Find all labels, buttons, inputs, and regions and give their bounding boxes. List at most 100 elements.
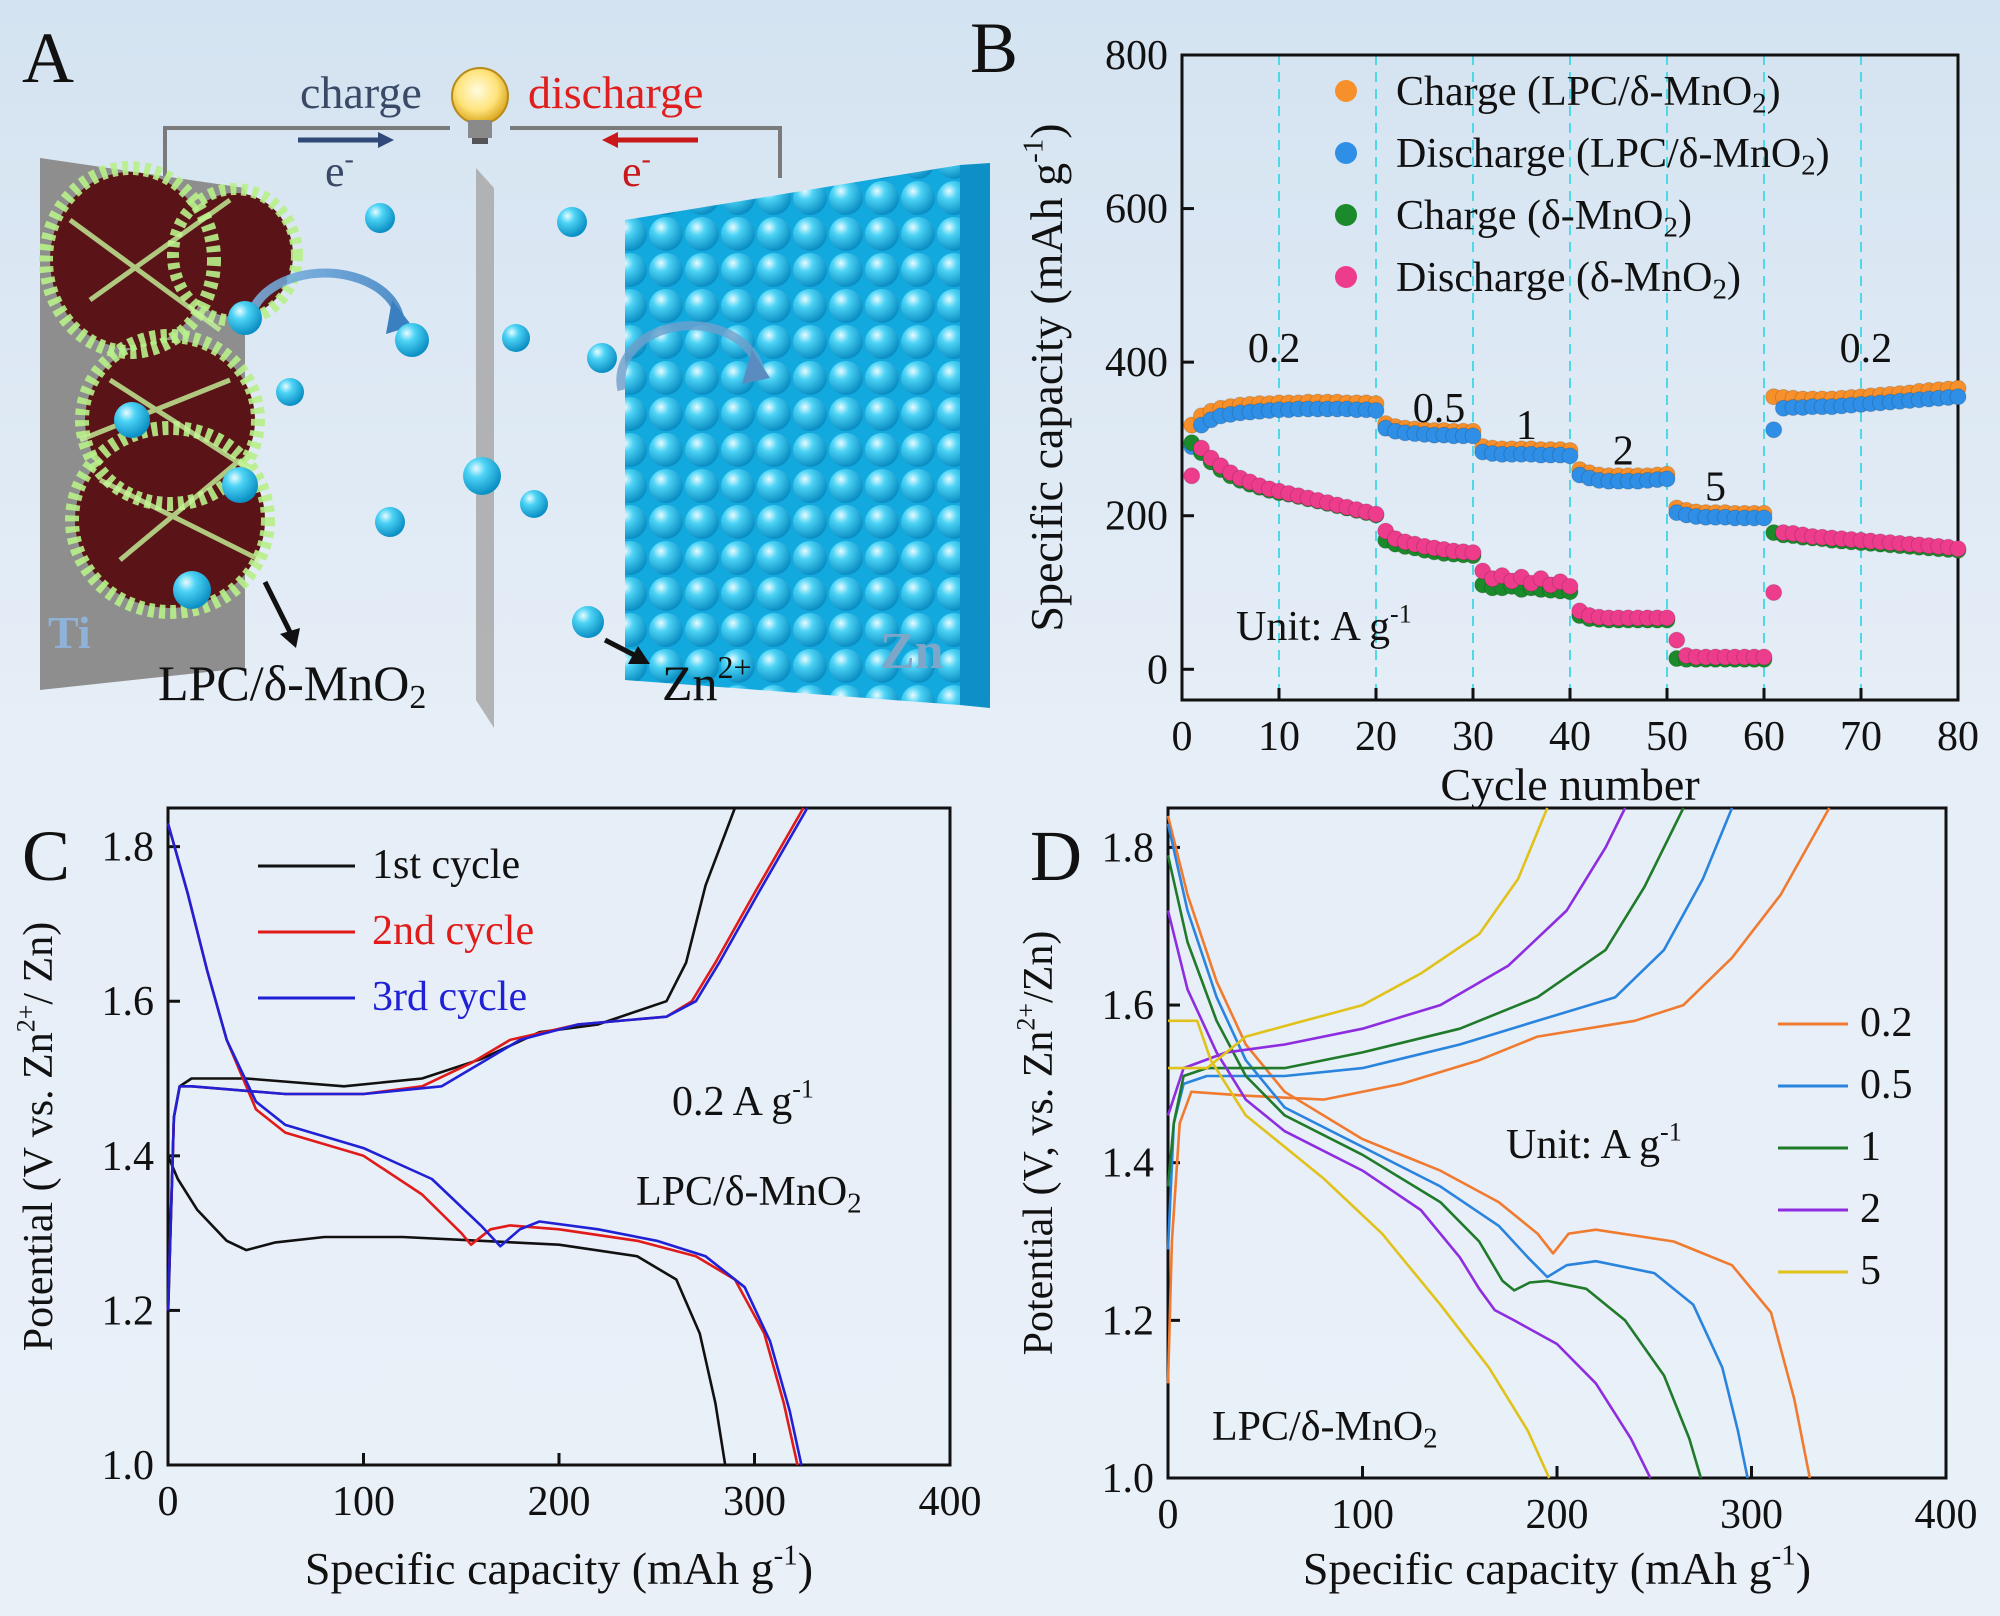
chart-c-x-tick-label: 0 xyxy=(158,1479,179,1525)
chart-b-y-axis-label: Specific capacity (mAh g-1) xyxy=(1018,123,1072,631)
chart-b-data-point xyxy=(1949,388,1967,406)
chart-b-data-point xyxy=(1561,577,1579,595)
panel-a-schematic: A charge discharge e- e- xyxy=(22,18,990,728)
chart-b-legend-marker xyxy=(1335,142,1357,164)
chart-d-y-tick-label: 1.4 xyxy=(1102,1141,1155,1187)
chart-d-series-charge-line xyxy=(1166,807,1627,1116)
chart-b-data-point xyxy=(1765,584,1783,601)
chart-b-legend-marker xyxy=(1335,266,1357,288)
chart-b-legend-entry: Charge (δ-MnO2) xyxy=(1396,193,1692,244)
chart-c-series-discharge-line xyxy=(166,823,803,1466)
chart-b-unit-note: Unit: A g-1 xyxy=(1236,599,1412,650)
chart-b-rate-label: 0.5 xyxy=(1413,386,1466,432)
chart-b-y-tick-label: 800 xyxy=(1105,33,1168,79)
ion-label: Zn2+ xyxy=(662,649,752,711)
discharge-label: discharge xyxy=(528,67,703,118)
panel-label-a: A xyxy=(22,18,74,98)
chart-b-data-point xyxy=(1755,509,1773,527)
zn-ions xyxy=(114,203,617,638)
chart-b-legend-marker xyxy=(1335,204,1357,226)
chart-b-x-tick-label: 70 xyxy=(1840,714,1882,760)
chart-b-data-point xyxy=(1658,609,1676,627)
chart-d-series-discharge-line xyxy=(1166,910,1652,1479)
chart-d-series-charge-line xyxy=(1166,807,1685,1187)
chart-d-y-tick-label: 1.6 xyxy=(1102,983,1155,1029)
light-bulb-icon xyxy=(451,67,509,144)
panel-label-b: B xyxy=(970,8,1018,88)
ion-pointer-head xyxy=(628,646,650,664)
electron-label-left: e- xyxy=(325,144,354,196)
chart-b-data-point xyxy=(1755,648,1773,666)
chart-d-series-charge-line xyxy=(1166,807,1831,1384)
chart-c-annotation-rate: 0.2 A g-1 xyxy=(672,1074,814,1125)
chart-c-y-tick-label: 1.2 xyxy=(102,1288,155,1334)
chart-d-legend-entry: 0.5 xyxy=(1860,1062,1913,1108)
chart-c-annotation-material: LPC/δ-MnO2 xyxy=(636,1169,862,1220)
panel-label-c: C xyxy=(22,816,70,896)
chart-d-unit-note: Unit: A g-1 xyxy=(1506,1117,1682,1168)
charge-arrow-head xyxy=(378,132,394,148)
anode-cycle-arrow xyxy=(616,321,765,392)
chart-d-x-tick-label: 300 xyxy=(1720,1492,1783,1538)
chart-d-y-tick-label: 1.2 xyxy=(1102,1298,1155,1344)
chart-b-y-tick-label: 400 xyxy=(1105,340,1168,386)
zn-label: Zn xyxy=(880,623,944,680)
chart-b-x-tick-label: 80 xyxy=(1937,714,1979,760)
chart-d-x-tick-label: 100 xyxy=(1331,1492,1394,1538)
chart-b-rate-label: 2 xyxy=(1613,428,1634,474)
chart-d-series-discharge-line xyxy=(1168,1019,1551,1479)
chart-b-x-tick-label: 60 xyxy=(1743,714,1785,760)
chart-d-y-axis-label: Potential (V, vs. Zn2+/Zn) xyxy=(1011,931,1062,1356)
chart-d-series-discharge-line xyxy=(1166,823,1749,1479)
chart-b-y-tick-label: 200 xyxy=(1105,494,1168,540)
chart-d-series-discharge-line xyxy=(1166,815,1812,1479)
chart-c-legend: 1st cycle 2nd cycle 3rd cycle xyxy=(258,842,534,1020)
chart-c-y-tick-label: 1.6 xyxy=(102,979,155,1025)
chart-d-legend-entry: 0.2 xyxy=(1860,1000,1913,1046)
chart-b-y-tick-label: 600 xyxy=(1105,187,1168,233)
circuit-wire xyxy=(163,126,782,178)
chart-b-data-point xyxy=(1367,505,1385,523)
chart-b-x-tick-label: 50 xyxy=(1646,714,1688,760)
chart-d-x-tick-label: 200 xyxy=(1526,1492,1589,1538)
chart-c-series-charge-line xyxy=(166,807,809,1311)
cathode-label: LPC/δ-MnO2 xyxy=(158,655,426,716)
chart-d-legend-entry: 5 xyxy=(1860,1248,1881,1294)
charge-label: charge xyxy=(300,67,422,118)
chart-b-legend-marker xyxy=(1335,80,1357,102)
chart-d-x-tick-label: 400 xyxy=(1915,1492,1978,1538)
chart-c-legend-entry: 2nd cycle xyxy=(372,908,534,954)
panel-c-cycle-curves: C 0 100 200 300 400 1.0 1.2 1.4 1.6 1.8 Specific c… xyxy=(11,806,982,1594)
chart-d-x-axis-label: Specific capacity (mAh g-1) xyxy=(1303,1540,1811,1594)
chart-c-x-tick-label: 300 xyxy=(723,1479,786,1525)
separator xyxy=(476,168,494,728)
chart-d-series-charge-line xyxy=(1168,807,1549,1070)
chart-c-frame xyxy=(166,806,952,1467)
chart-b-x-tick-label: 0 xyxy=(1172,714,1193,760)
chart-b-data-point xyxy=(1183,467,1201,485)
chart-b-x-tick-label: 30 xyxy=(1452,714,1494,760)
chart-d-legend-entry: 2 xyxy=(1860,1186,1881,1232)
chart-b-data-point xyxy=(1949,540,1967,558)
chart-b-data-point xyxy=(1464,544,1482,562)
chart-b-y-tick-label: 0 xyxy=(1147,647,1168,693)
chart-b-legend: Charge (LPC/δ-MnO2) Discharge (LPC/δ-MnO2… xyxy=(1335,69,1830,306)
chart-d-annotation-material: LPC/δ-MnO2 xyxy=(1212,1404,1438,1455)
chart-b-data-point xyxy=(1464,427,1482,445)
anode-cycle-arrow-head xyxy=(742,350,770,384)
chart-b-data-point xyxy=(1765,421,1783,439)
chart-b-rate-label: 0.2 xyxy=(1248,326,1301,372)
panel-label-d: D xyxy=(1030,816,1082,896)
chart-d-series-discharge-line xyxy=(1166,855,1703,1479)
chart-d-y-tick-label: 1.0 xyxy=(1102,1456,1155,1502)
chart-b-rate-label: 0.2 xyxy=(1840,326,1893,372)
chart-c-y-tick-label: 1.4 xyxy=(102,1134,155,1180)
chart-d-series-charge-line xyxy=(1166,807,1734,1250)
chart-b-legend-entry: Charge (LPC/δ-MnO2) xyxy=(1396,69,1781,120)
chart-b-x-tick-label: 20 xyxy=(1355,714,1397,760)
chart-b-data-point xyxy=(1561,447,1579,465)
chart-d-legend: 0.2 0.5 1 2 5 xyxy=(1778,1000,1913,1294)
chart-d-x-tick-label: 0 xyxy=(1158,1492,1179,1538)
